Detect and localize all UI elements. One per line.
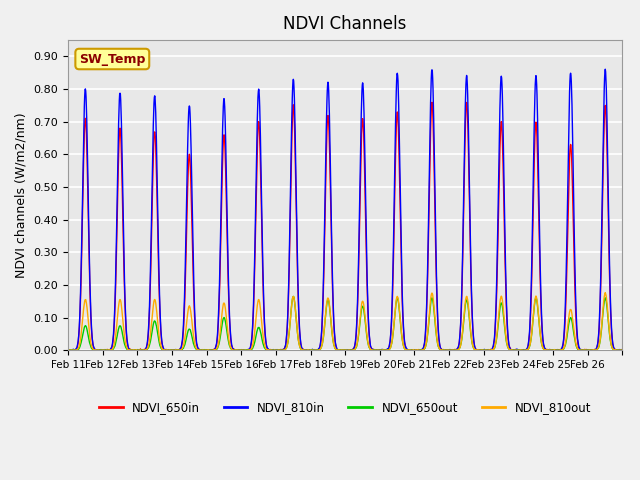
NDVI_810out [583,348,591,353]
NDVI_810in [348,347,355,353]
NDVI_650out [584,348,591,353]
NDVI_650in [315,346,323,352]
NDVI_650in [64,347,72,353]
NDVI_650out [316,347,323,353]
Line: NDVI_810out: NDVI_810out [68,293,622,350]
NDVI_650out [348,347,356,353]
NDVI_650in [447,347,454,353]
NDVI_810out [447,347,454,353]
Line: NDVI_810in: NDVI_810in [68,69,622,350]
NDVI_810in [582,347,590,353]
NDVI_810in [446,347,454,352]
NDVI_650in [618,348,626,353]
Legend: NDVI_650in, NDVI_810in, NDVI_650out, NDVI_810out: NDVI_650in, NDVI_810in, NDVI_650out, NDV… [94,396,596,419]
NDVI_810out [602,290,609,296]
NDVI_650in [428,99,436,105]
NDVI_810in [75,336,83,341]
NDVI_650out [164,347,172,353]
Line: NDVI_650in: NDVI_650in [68,102,622,350]
NDVI_810out [65,348,72,353]
NDVI_810in [602,66,609,72]
NDVI_810in [315,346,323,352]
NDVI_650in [164,347,172,353]
NDVI_810in [64,348,72,353]
NDVI_810out [64,347,72,353]
Line: NDVI_650out: NDVI_650out [68,297,622,350]
NDVI_810out [618,348,626,353]
NDVI_810out [348,348,356,353]
NDVI_650out [75,346,83,352]
NDVI_650out [65,348,73,353]
NDVI_650out [618,347,626,353]
Title: NDVI Channels: NDVI Channels [284,15,407,33]
NDVI_810in [618,347,626,353]
NDVI_810in [163,348,171,353]
Y-axis label: NDVI channels (W/m2/nm): NDVI channels (W/m2/nm) [15,112,28,278]
NDVI_650in [584,347,591,353]
NDVI_810out [315,347,323,353]
NDVI_650out [64,348,72,353]
NDVI_810out [164,347,172,353]
NDVI_650in [348,347,356,353]
NDVI_650out [289,294,297,300]
Text: SW_Temp: SW_Temp [79,52,145,65]
NDVI_650in [65,348,72,353]
NDVI_650out [447,348,454,353]
NDVI_810out [75,345,83,350]
NDVI_650in [75,333,83,339]
